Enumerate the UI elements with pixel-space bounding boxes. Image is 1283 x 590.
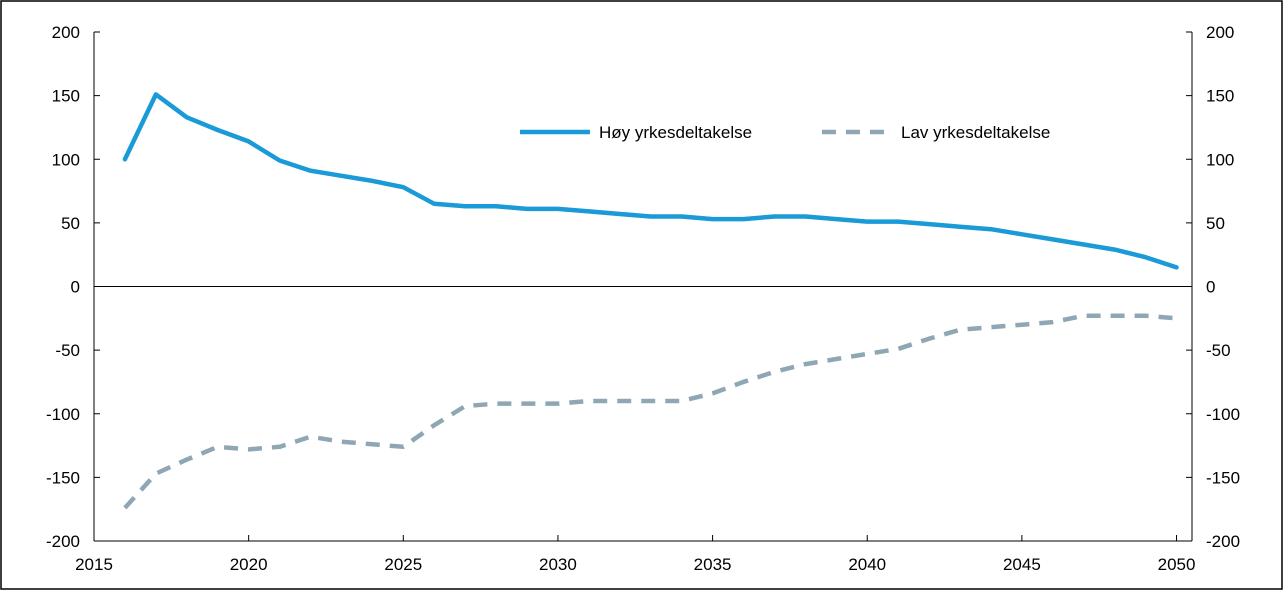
legend-label-2: Lav yrkesdeltakelse (901, 123, 1050, 142)
y-tick-label-right: 150 (1206, 87, 1234, 106)
y-tick-label-right: -200 (1206, 532, 1240, 551)
y-tick-label-right: -100 (1206, 405, 1240, 424)
y-tick-label-left: 200 (52, 23, 80, 42)
y-tick-label-right: 100 (1206, 150, 1234, 169)
y-tick-label-left: 100 (52, 150, 80, 169)
y-tick-label-left: -100 (46, 405, 80, 424)
y-tick-label-right: 50 (1206, 214, 1225, 233)
plot-area: -200 -200 -150 -150 -100 -100 -50 -50 0 0 50 50 100 1… (46, 23, 1240, 574)
x-tick-label: 2025 (384, 555, 422, 574)
series-line-2 (123, 313, 1177, 510)
legend: Høy yrkesdeltakelse Lav yrkesdeltakelse (520, 123, 1050, 142)
y-tick-label-left: -200 (46, 532, 80, 551)
y-tick-label-right: 0 (1206, 278, 1215, 297)
y-tick-label-left: -50 (55, 341, 80, 360)
x-tick-label: 2030 (539, 555, 577, 574)
x-tick-label: 2015 (75, 555, 113, 574)
x-tick-label: 2035 (694, 555, 732, 574)
x-tick-label: 2045 (1003, 555, 1041, 574)
y-tick-label-left: 50 (61, 214, 80, 233)
y-tick-label-right: -50 (1206, 341, 1231, 360)
y-tick-label-left: 150 (52, 87, 80, 106)
x-tick-label: 2040 (848, 555, 886, 574)
x-tick-label: 2020 (230, 555, 268, 574)
y-tick-label-left: -150 (46, 468, 80, 487)
y-tick-label-right: 200 (1206, 23, 1234, 42)
legend-label-1: Høy yrkesdeltakelse (599, 123, 752, 142)
y-tick-label-right: -150 (1206, 468, 1240, 487)
series-line-1 (122, 92, 1179, 270)
y-tick-label-left: 0 (71, 278, 80, 297)
x-tick-label: 2050 (1158, 555, 1196, 574)
